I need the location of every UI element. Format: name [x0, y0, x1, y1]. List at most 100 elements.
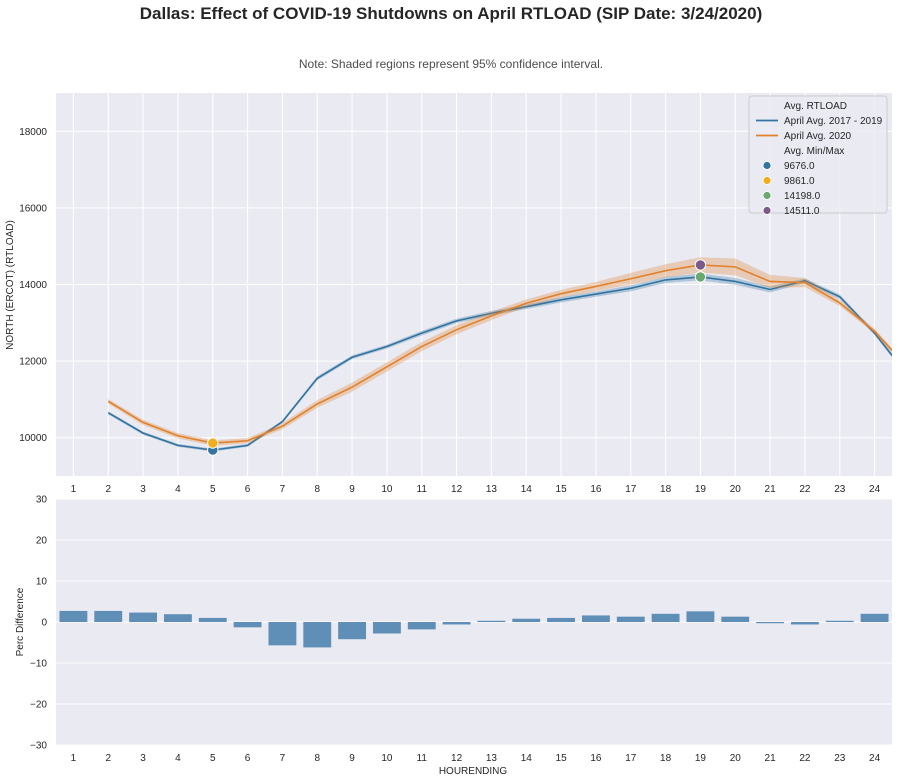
- bar: [59, 610, 88, 622]
- legend-marker-label: 9676.0: [784, 161, 815, 172]
- y-tick-label: 10: [36, 577, 48, 588]
- bar: [616, 616, 645, 622]
- x-tick-label: 20: [730, 484, 742, 495]
- x-tick-label: 10: [381, 484, 393, 495]
- legend-marker-swatch: [762, 206, 772, 215]
- bar: [372, 622, 401, 634]
- y-tick-label: 12000: [19, 357, 47, 368]
- x-tick-label: 3: [140, 753, 146, 764]
- x-tick-label: 24: [869, 484, 881, 495]
- x-tick-label: 8: [314, 753, 320, 764]
- bar: [581, 615, 610, 622]
- bar: [686, 611, 715, 622]
- bottom-x-axis-label: HOURENDING: [439, 766, 508, 777]
- y-tick-label: 0: [41, 618, 47, 629]
- x-tick-label: 16: [590, 753, 602, 764]
- bar: [651, 613, 680, 622]
- line-panel: 1 2 3 4 5 6 7 8 9 10 11 12 13 14 15 16 17 18 19 20 21 22 23 241…: [19, 93, 892, 495]
- x-tick-label: 14: [521, 484, 533, 495]
- legend-marker-label: 9861.0: [784, 176, 815, 187]
- legend: Avg. RTLOAD April Avg. 2017 - 2019 April A…: [748, 95, 888, 217]
- legend-header-lines: Avg. RTLOAD: [784, 101, 847, 112]
- x-tick-label: 9: [349, 484, 355, 495]
- legend-marker-swatch: [762, 161, 772, 170]
- y-tick-label: 18000: [19, 127, 47, 138]
- minmax-marker: [694, 271, 707, 283]
- x-tick-label: 5: [210, 484, 216, 495]
- x-tick-label: 12: [451, 484, 463, 495]
- x-tick-label: 10: [381, 753, 393, 764]
- bar: [163, 614, 192, 622]
- x-tick-label: 23: [834, 753, 846, 764]
- y-tick-label: 30: [36, 495, 48, 506]
- legend-marker-swatch: [762, 191, 772, 200]
- x-tick-label: 13: [486, 753, 498, 764]
- x-tick-label: 4: [175, 753, 181, 764]
- line-plot-area: [107, 257, 892, 452]
- x-tick-label: 1: [71, 753, 77, 764]
- y-tick-label: 20: [36, 536, 48, 547]
- x-tick-label: 3: [140, 484, 146, 495]
- legend-marker-label: 14198.0: [784, 191, 821, 202]
- x-tick-label: 21: [765, 484, 777, 495]
- x-tick-label: 1: [71, 484, 77, 495]
- bar: [442, 622, 471, 625]
- chart-title: Dallas: Effect of COVID-19 Shutdowns on …: [139, 4, 763, 23]
- y-tick-label: 10000: [19, 433, 47, 444]
- x-tick-label: 19: [695, 484, 707, 495]
- x-tick-label: 14: [521, 753, 533, 764]
- x-tick-label: 6: [245, 484, 251, 495]
- legend-box: [748, 95, 888, 214]
- x-tick-label: 16: [590, 484, 602, 495]
- bar: [198, 617, 227, 622]
- bar: [303, 622, 332, 648]
- minmax-marker: [207, 437, 219, 449]
- legend-marker-label: 14511.0: [784, 206, 820, 217]
- x-tick-label: 4: [175, 484, 181, 495]
- x-tick-label: 20: [730, 753, 742, 764]
- bottom-y-axis-label: Perc Difference: [15, 587, 26, 656]
- y-tick-label: −10: [30, 659, 47, 670]
- bar: [512, 618, 541, 622]
- x-tick-label: 22: [799, 753, 811, 764]
- legend-marker-swatch: [762, 176, 772, 185]
- bar: [338, 622, 367, 640]
- bar: [407, 622, 436, 630]
- bar: [268, 622, 297, 646]
- x-tick-label: 8: [314, 484, 320, 495]
- x-tick-label: 2: [105, 753, 111, 764]
- x-tick-label: 7: [280, 484, 286, 495]
- x-tick-label: 11: [417, 484, 428, 495]
- legend-header-markers: Avg. Min/Max: [784, 146, 844, 157]
- bar: [825, 620, 854, 622]
- x-tick-label: 21: [765, 753, 777, 764]
- x-tick-label: 19: [695, 753, 707, 764]
- bar: [756, 622, 785, 624]
- x-tick-label: 17: [625, 753, 637, 764]
- x-tick-label: 22: [799, 484, 811, 495]
- y-tick-label: −20: [30, 700, 47, 711]
- x-tick-label: 11: [417, 753, 428, 764]
- x-tick-label: 24: [869, 753, 881, 764]
- bar: [477, 620, 506, 622]
- bar: [233, 622, 262, 628]
- bar: [547, 617, 576, 622]
- series-line-2020: [107, 264, 892, 444]
- x-tick-label: 18: [660, 753, 672, 764]
- legend-series-label: April Avg. 2020: [784, 131, 852, 142]
- x-tick-label: 15: [556, 753, 568, 764]
- top-y-axis-label: NORTH (ERCOT) (RTLOAD): [5, 220, 16, 350]
- x-tick-label: 18: [660, 484, 672, 495]
- y-tick-label: 14000: [19, 280, 47, 291]
- bar: [94, 610, 123, 622]
- x-tick-label: 13: [486, 484, 498, 495]
- legend-series-label: April Avg. 2017 - 2019: [784, 116, 883, 127]
- bar: [790, 622, 819, 625]
- y-tick-label: 16000: [19, 203, 47, 214]
- x-tick-label: 6: [245, 753, 251, 764]
- x-tick-label: 15: [556, 484, 568, 495]
- x-tick-label: 17: [625, 484, 637, 495]
- y-tick-label: −30: [30, 741, 47, 752]
